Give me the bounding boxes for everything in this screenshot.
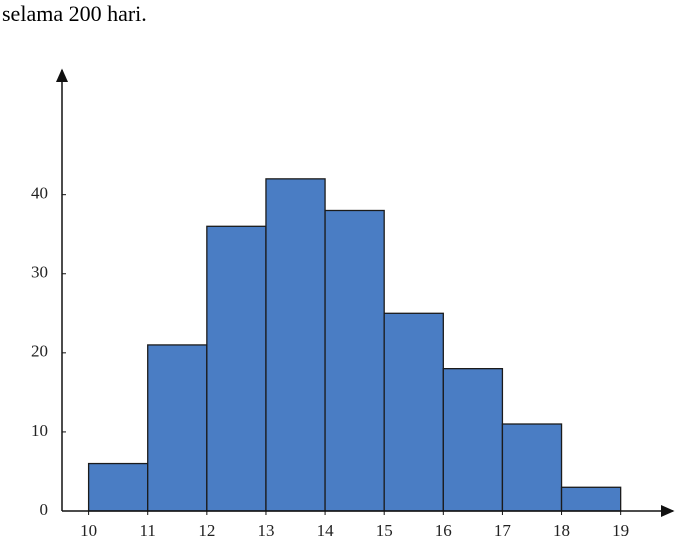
caption: selama 200 hari.: [2, 1, 147, 26]
x-tick-label: 13: [257, 521, 274, 540]
y-tick-label: 20: [31, 342, 48, 361]
bar: [206, 225, 267, 512]
x-tick-label: 18: [553, 521, 570, 540]
y-tick-label: 40: [31, 184, 48, 203]
bar: [87, 462, 149, 512]
y-tick-label: 30: [31, 263, 48, 282]
x-tick-label: 12: [198, 521, 215, 540]
bar: [324, 209, 385, 512]
bar: [501, 423, 563, 512]
x-tick-label: 15: [376, 521, 393, 540]
y-tick-label: 10: [31, 421, 48, 440]
x-tick-label: 11: [140, 521, 156, 540]
bar: [560, 486, 622, 512]
x-tick-label: 17: [494, 521, 512, 540]
bar: [442, 368, 504, 512]
x-tick-label: 16: [435, 521, 452, 540]
x-tick-label: 14: [317, 521, 335, 540]
y-tick-label: 0: [40, 500, 49, 519]
x-tick-label: 10: [80, 521, 97, 540]
bar: [147, 344, 208, 512]
bar: [383, 312, 444, 512]
bar: [265, 178, 326, 512]
x-tick-label: 19: [612, 521, 629, 540]
